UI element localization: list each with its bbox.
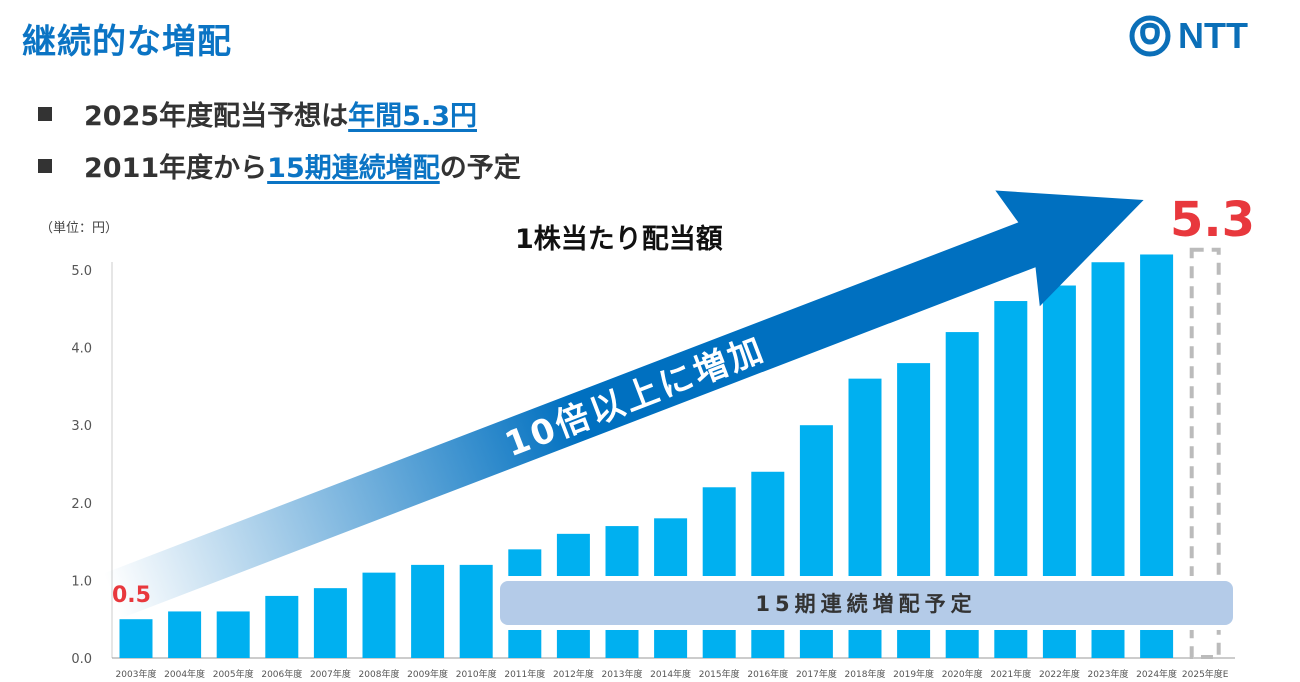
x-tick-label: 2005年度 <box>213 668 254 680</box>
consecutive-increase-banner: 15期連続増配予定 <box>497 576 1237 630</box>
y-tick-label: 2.0 <box>71 497 92 512</box>
x-tick-label: 2003年度 <box>116 668 157 680</box>
bullet-highlight: 年間5.3円 <box>348 101 477 132</box>
ntt-logo: NTT <box>1128 14 1248 58</box>
bullet-square-icon <box>38 158 52 173</box>
x-tick-label: 2016年度 <box>747 668 788 680</box>
x-tick-label: 2018年度 <box>845 668 886 680</box>
bar <box>411 564 445 658</box>
y-tick-label: 3.0 <box>71 419 92 434</box>
unit-label: （単位：円） <box>40 220 118 236</box>
bar-forecast <box>1189 247 1221 659</box>
x-tick-label: 2010年度 <box>456 668 497 680</box>
x-tick-label: 2019年度 <box>893 668 934 680</box>
x-tick-label: 2004年度 <box>164 668 205 680</box>
x-tick-label: 2012年度 <box>553 668 594 680</box>
y-tick-label: 5.0 <box>71 264 92 279</box>
chart-title: 1株当たり配当額 <box>515 224 723 255</box>
bar <box>216 611 250 658</box>
x-tick-label: 2020年度 <box>942 668 983 680</box>
y-tick-label: 4.0 <box>71 342 92 357</box>
x-tick-label: 2011年度 <box>504 668 545 680</box>
banner-text: 15期連続増配予定 <box>755 592 976 616</box>
bullet-1: 2025年度配当予想は 年間5.3円 <box>38 94 477 133</box>
arrow-text: 10倍以上に増加 <box>500 329 771 465</box>
x-tick-label: 2009年度 <box>407 668 448 680</box>
bar <box>459 564 493 658</box>
x-tick-label: 2006年度 <box>261 668 302 680</box>
bar <box>168 611 202 658</box>
bar <box>265 595 299 658</box>
bar <box>313 588 347 658</box>
x-tick-label: 2014年度 <box>650 668 691 680</box>
x-tick-label: 2021年度 <box>990 668 1031 680</box>
end-value-label: 5.3 <box>1170 192 1255 248</box>
bar <box>702 487 736 658</box>
start-value-label: 0.5 <box>112 583 151 608</box>
ntt-logo-icon <box>1129 15 1171 57</box>
bullet-text: 2025年度配当予想は <box>84 101 349 132</box>
bullet-text: 2011年度から <box>84 153 268 184</box>
x-tick-label: 2015年度 <box>699 668 740 680</box>
y-tick-label: 1.0 <box>71 574 92 589</box>
x-tick-label: 2022年度 <box>1039 668 1080 680</box>
logo-text: NTT <box>1178 15 1248 56</box>
x-tick-label: 2007年度 <box>310 668 351 680</box>
bar <box>119 619 153 658</box>
x-tick-label: 2023年度 <box>1088 668 1129 680</box>
bullet-square-icon <box>38 106 52 121</box>
bar <box>751 471 785 658</box>
bullet-2: 2011年度から 15期連続増配 の予定 <box>38 146 521 185</box>
x-tick-label: 2025年度E <box>1182 668 1229 680</box>
x-tick-label: 2024年度 <box>1136 668 1177 680</box>
x-tick-label: 2008年度 <box>359 668 400 680</box>
x-tick-label: 2017年度 <box>796 668 837 680</box>
bullet-highlight: 15期連続増配 <box>267 153 440 184</box>
page-title: 継続的な増配 <box>22 22 232 62</box>
bullet-suffix: の予定 <box>439 153 521 184</box>
bar <box>362 572 396 658</box>
x-tick-label: 2013年度 <box>602 668 643 680</box>
y-tick-label: 0.0 <box>71 652 92 667</box>
